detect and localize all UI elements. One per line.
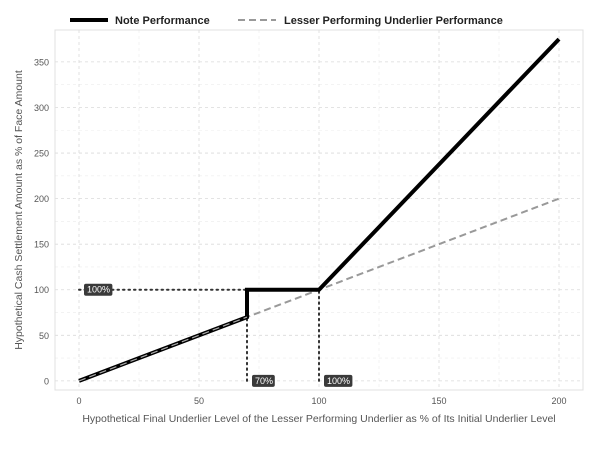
y-axis-title: Hypothetical Cash Settlement Amount as %… (13, 70, 25, 350)
annotation-box (324, 374, 353, 387)
y-tick-label: 250 (34, 149, 49, 159)
y-tick-label: 100 (34, 285, 49, 295)
annotation-label: 100% (324, 374, 353, 387)
annotation-label: 70% (252, 374, 275, 387)
y-tick-label: 0 (44, 376, 49, 386)
y-tick-label: 50 (39, 331, 49, 341)
series-line-note-performance (78, 37, 561, 383)
x-tick-label: 150 (431, 396, 446, 406)
annotation-box (252, 374, 275, 387)
y-tick-label: 350 (34, 57, 49, 67)
y-tick-label: 300 (34, 103, 49, 113)
x-tick-label: 200 (551, 396, 566, 406)
annotation-text: 70% (255, 376, 273, 386)
x-tick-label: 100 (311, 396, 326, 406)
annotation-label: 100% (84, 283, 113, 296)
annotations: 100% 70% 100% (84, 283, 353, 387)
plot-border (54, 29, 584, 391)
tick-labels: 0 50 100 150 200 0 50 100 150 200 250 300 350 (34, 57, 567, 406)
annotation-text: 100% (87, 285, 110, 295)
x-tick-label: 0 (76, 396, 81, 406)
x-tick-label: 50 (194, 396, 204, 406)
legend: Note Performance Lesser Performing Under… (70, 15, 503, 27)
annotation-box (84, 283, 113, 296)
annotation-text: 100% (327, 376, 350, 386)
x-axis-title: Hypothetical Final Underlier Level of th… (82, 413, 555, 425)
legend-label-underlier-performance: Lesser Performing Underlier Performance (284, 15, 503, 27)
series-lines (78, 37, 561, 383)
series-line-underlier-overlay (78, 316, 248, 382)
y-tick-label: 200 (34, 194, 49, 204)
legend-label-note-performance: Note Performance (115, 15, 210, 27)
y-tick-label: 150 (34, 240, 49, 250)
